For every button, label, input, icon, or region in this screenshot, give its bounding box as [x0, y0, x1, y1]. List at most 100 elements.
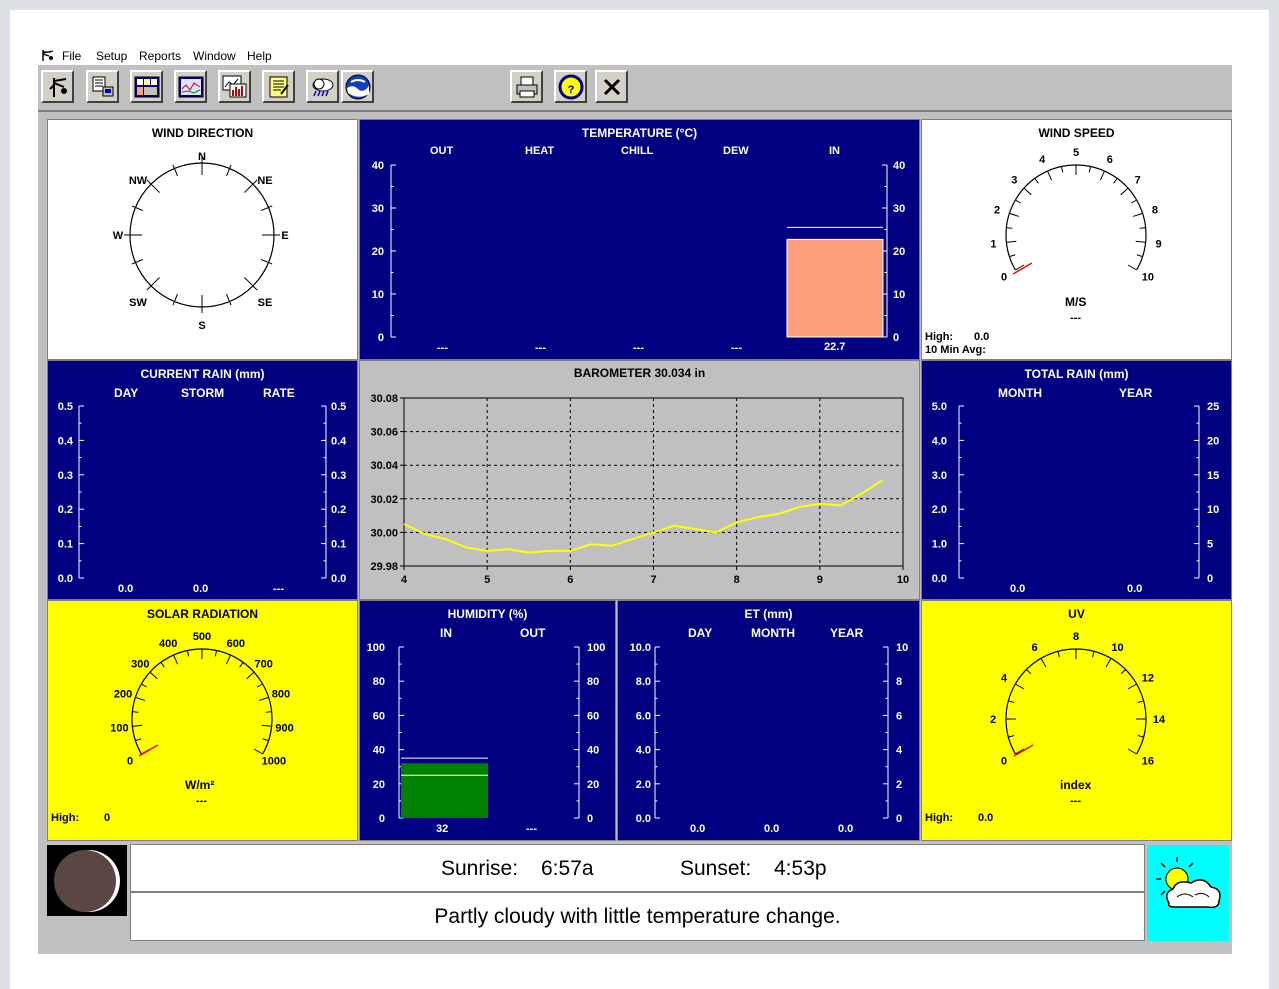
gauge-tick — [257, 683, 263, 688]
total-rain-chart: 5.0 4.0 3.0 2.0 1.0 0.0 25 20 15 10 5 0 — [932, 401, 1220, 585]
console-button[interactable] — [130, 70, 163, 103]
solar-radiation-panel[interactable]: SOLAR RADIATION 0 100 200 300 400 500 600 700 80… — [47, 600, 358, 841]
axis-tick-label: 0.3 — [331, 470, 346, 482]
axis-tick-label: 0.2 — [331, 504, 346, 516]
axis-tick-label: 0 — [896, 813, 902, 825]
sunrise-label: Sunrise: — [441, 857, 519, 880]
axis-tick-label: 0 — [379, 813, 385, 825]
gauge-tick — [1060, 166, 1064, 173]
station-data-button[interactable] — [86, 70, 119, 103]
current-rain-panel[interactable]: CURRENT RAIN (mm) 0.5 0.4 0.3 0.2 0.1 0.0 0.5 0… — [47, 360, 358, 600]
gauge-tick-label: 4 — [1001, 673, 1008, 685]
axis-tick-label: 0.0 — [58, 573, 73, 585]
uv-unit: index — [1060, 778, 1092, 792]
print-button[interactable] — [510, 70, 543, 103]
solar-high-value: 0 — [104, 812, 111, 824]
exit-button[interactable] — [595, 70, 628, 103]
gauge-tick — [1135, 240, 1146, 243]
forecast-text-bar: Partly cloudy with little temperature ch… — [130, 892, 1145, 941]
axis-tick-label: 40 — [373, 745, 385, 757]
axis-tick-label: 1.0 — [932, 539, 947, 551]
wind-speed-gauge: 0 1 2 3 4 5 6 7 8 9 10 — [990, 147, 1161, 284]
menu-setup[interactable]: Setup — [96, 49, 128, 63]
rain-val-storm: 0.0 — [193, 583, 209, 595]
gauge-tick-label: 0 — [127, 756, 133, 768]
compass-tick — [244, 179, 258, 193]
anemometer-button[interactable] — [41, 70, 74, 103]
humidity-val-in: 32 — [436, 823, 449, 835]
gauge-tick — [1136, 254, 1143, 258]
gauge-arc — [131, 648, 273, 755]
gauge-tick — [1113, 178, 1118, 184]
compass-label-ne: NE — [257, 175, 272, 187]
gauge-tick — [265, 711, 272, 713]
menu-reports[interactable]: Reports — [139, 49, 182, 63]
station-data-icon — [92, 76, 113, 96]
weather-forecast-button[interactable] — [306, 70, 339, 103]
et-panel[interactable]: ET (mm) 10.0 8.0 6.0 4.0 2.0 0.0 10 8 6 4 2 0 DAY M… — [617, 600, 920, 841]
gauge-tick — [1034, 178, 1039, 184]
gauge-tick-label: 0 — [1001, 756, 1007, 768]
gauge-tick-label: 500 — [193, 631, 211, 643]
wind-direction-panel[interactable]: WIND DIRECTION N NE E SE S SW W NW — [47, 119, 358, 360]
temperature-panel[interactable]: TEMPERATURE (°C) 40 30 20 10 0 40 30 20 10 0 OUT … — [359, 119, 920, 360]
total-rain-panel[interactable]: TOTAL RAIN (mm) 5.0 4.0 3.0 2.0 1.0 0.0 25 20 15… — [921, 360, 1232, 600]
gauge-tick — [1015, 683, 1025, 690]
gauge-tick-label: 800 — [272, 688, 290, 700]
axis-tick-label: 0.5 — [58, 401, 73, 413]
graph-button[interactable] — [174, 70, 207, 103]
barometer-title: BAROMETER 30.034 in — [573, 366, 706, 380]
uv-panel[interactable]: UV 0 2 4 6 8 10 12 14 16 index --- High: 0.0 — [921, 600, 1232, 841]
axis-tick-label: 0 — [893, 332, 899, 344]
gauge-tick — [1105, 658, 1112, 668]
uv-high-label: High: — [925, 812, 954, 824]
wind-speed-panel[interactable]: WIND SPEED 0 1 2 3 4 5 6 7 8 9 10 M/S --- High: 0.… — [921, 119, 1232, 360]
menu-file[interactable]: File — [62, 49, 82, 63]
help-button[interactable]: ? — [554, 70, 587, 103]
current-rain-chart: 0.5 0.4 0.3 0.2 0.1 0.0 0.5 0.4 0.3 0.2 0.1 0.0 — [58, 401, 347, 585]
menu-help[interactable]: Help — [247, 49, 272, 63]
axis-tick-label: 4.0 — [932, 435, 947, 447]
rain-val-rate: --- — [273, 583, 284, 595]
graph-icon — [178, 76, 203, 97]
et-chart: 10.0 8.0 6.0 4.0 2.0 0.0 10 8 6 4 2 0 — [630, 642, 909, 825]
gauge-tick — [239, 662, 244, 668]
barometer-panel[interactable]: BAROMETER 30.034 in 30.08 30.06 30.04 30.02… — [359, 360, 920, 600]
axis-tick-label: 100 — [587, 642, 605, 654]
anemometer-icon — [48, 77, 67, 97]
gauge-tick — [1009, 254, 1016, 258]
compass-tick — [131, 259, 144, 265]
gauge-tick-label: 2 — [990, 714, 996, 726]
gauge-tick — [1127, 264, 1137, 271]
axis-tick-label: 5.0 — [932, 401, 947, 413]
menu-bar: File Setup Reports Window Help — [38, 46, 1232, 65]
uv-high-value: 0.0 — [978, 812, 994, 824]
gauge-tick — [160, 662, 165, 668]
barometer-xtick-label: 6 — [567, 574, 573, 586]
app-icon — [42, 50, 54, 61]
gauge-tick — [258, 696, 269, 701]
axis-tick-label: 2.0 — [636, 779, 651, 791]
close-icon — [603, 78, 620, 95]
axis-tick-label: 0 — [587, 813, 593, 825]
axis-tick-label: 20 — [1207, 435, 1219, 447]
summary-report-button[interactable] — [218, 70, 251, 103]
humidity-panel[interactable]: HUMIDITY (%) 100 80 60 40 20 0 100 80 60 40 20 0 IN… — [359, 600, 616, 841]
gauge-tick-label: 10 — [1111, 642, 1123, 654]
sunset-label: Sunset: — [680, 857, 752, 880]
axis-tick-label: 4.0 — [636, 745, 651, 757]
temp-val-in: 22.7 — [824, 341, 846, 353]
solar-gauge: 0 100 200 300 400 500 600 700 800 900 1000 — [110, 631, 293, 768]
axis-tick-label: 10.0 — [630, 642, 651, 654]
notes-button[interactable] — [262, 70, 295, 103]
et-title: ET (mm) — [744, 607, 793, 621]
compass-label-s: S — [198, 320, 205, 332]
noaa-button[interactable] — [341, 70, 374, 103]
gauge-tick — [1006, 227, 1013, 229]
et-col-day: DAY — [688, 626, 713, 640]
compass-tick — [146, 179, 160, 193]
gauge-tick — [1120, 187, 1129, 196]
sun-times-bar: Sunrise: 6:57a Sunset: 4:53p — [130, 844, 1145, 892]
gauge-tick — [1015, 748, 1025, 755]
menu-window[interactable]: Window — [193, 49, 236, 63]
